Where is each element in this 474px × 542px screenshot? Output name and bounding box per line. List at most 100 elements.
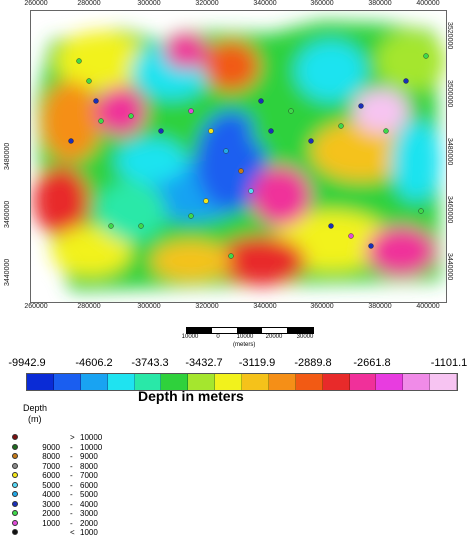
legend-dot-icon	[12, 510, 18, 516]
y-tick-left: 3460000	[4, 200, 11, 228]
scale-label: 20000	[265, 334, 283, 340]
legend-range-low: 7000	[42, 461, 60, 471]
legend-range-high: 1000	[80, 528, 98, 537]
legend-range-operator: -	[70, 452, 73, 461]
x-tick-bottom: 280000	[77, 303, 101, 310]
y-tick-right: 3440000	[446, 253, 453, 281]
colorbar-label: -4606.2	[75, 357, 113, 369]
colorbar-labels: -9942.9 -4606.2 -3743.3 -3432.7 -3119.9 …	[0, 357, 474, 371]
colorbar-cell	[188, 374, 216, 390]
legend-range-high: 5000	[80, 490, 98, 499]
x-tick-top: 380000	[368, 0, 392, 7]
legend-range-high: 10000	[80, 442, 103, 452]
scale-segment	[262, 328, 287, 333]
depth-colorbar	[26, 373, 458, 391]
legend-range-operator: -	[70, 490, 73, 499]
legend-range-high: 7000	[80, 471, 98, 480]
legend-range-low: 6000	[42, 471, 60, 480]
legend-range-high: 6000	[80, 480, 98, 490]
scale-bar	[186, 327, 314, 334]
colorbar-cell	[215, 374, 242, 390]
colorbar-cell	[242, 374, 269, 390]
scale-segment	[212, 328, 237, 333]
colorbar-label: -3743.3	[131, 357, 169, 369]
x-tick-bottom: 400000	[416, 303, 440, 310]
legend-range-high: 3000	[80, 509, 98, 518]
colorbar-cell	[134, 374, 162, 390]
colorbar-cell	[430, 374, 457, 390]
legend-range-low: 1000	[42, 518, 60, 528]
y-tick-right: 3500000	[446, 80, 453, 108]
legend-range-low: 3000	[42, 499, 60, 509]
legend-dot-icon	[12, 500, 18, 507]
x-tick-top: 260000	[24, 0, 48, 7]
legend-range-operator: -	[70, 509, 73, 518]
colorbar-cell	[80, 374, 108, 390]
legend-range-high: 2000	[80, 518, 98, 528]
legend-range-operator: -	[70, 518, 73, 528]
colorbar-label: -3119.9	[238, 357, 276, 369]
legend-dot-icon	[12, 519, 18, 526]
legend-dot-icon	[12, 472, 18, 478]
legend-range-low: 5000	[42, 480, 60, 490]
legend-dot-icon	[12, 462, 18, 469]
legend-range-operator: -	[70, 480, 73, 490]
legend-range-operator: -	[70, 461, 73, 471]
colorbar-cell	[376, 374, 404, 390]
x-tick-bottom: 300000	[137, 303, 161, 310]
scale-segment	[237, 328, 262, 333]
colorbar-cell	[107, 374, 135, 390]
colorbar-cell	[27, 374, 54, 390]
x-tick-top: 280000	[77, 0, 101, 7]
scale-label: 30000	[296, 334, 314, 340]
y-tick-right: 3460000	[446, 196, 453, 224]
colorbar-cell	[322, 374, 350, 390]
colorbar-cell	[268, 374, 296, 390]
x-tick-top: 360000	[310, 0, 334, 7]
y-tick-left: 3480000	[4, 142, 11, 170]
legend-range-high: 10000	[80, 433, 103, 442]
colorbar-label: -2661.8	[353, 357, 391, 369]
scale-label: 10000	[181, 334, 199, 340]
legend-dot-icon	[12, 453, 18, 459]
legend-unit: (m)	[28, 414, 42, 424]
x-tick-bottom: 340000	[253, 303, 277, 310]
scale-segment	[187, 328, 212, 333]
legend-range-low: 2000	[42, 509, 60, 518]
depth-map-surface	[33, 21, 446, 291]
colorbar-cell	[53, 374, 81, 390]
colorbar-cell	[161, 374, 189, 390]
y-tick-right: 3480000	[446, 138, 453, 166]
legend-dot-icon	[12, 434, 18, 440]
scale-label: 0	[216, 334, 220, 340]
colorbar-label: -9942.9	[8, 357, 46, 369]
colorbar-label: -3432.7	[185, 357, 223, 369]
colorbar-cell	[349, 374, 377, 390]
scale-unit: (meters)	[233, 342, 256, 348]
scale-label: 10000	[236, 334, 254, 340]
x-tick-bottom: 260000	[24, 303, 48, 310]
legend-dot-icon	[12, 491, 18, 497]
depth-map	[30, 10, 447, 303]
colorbar-cell	[295, 374, 323, 390]
legend-range-low: 8000	[42, 452, 60, 461]
legend-dot-icon	[12, 443, 18, 450]
legend-range-operator: -	[70, 471, 73, 480]
x-tick-top: 320000	[195, 0, 219, 7]
legend-range-operator: >	[70, 433, 75, 442]
x-tick-top: 340000	[253, 0, 277, 7]
x-tick-bottom: 320000	[195, 303, 219, 310]
legend-range-low: 4000	[42, 490, 60, 499]
y-tick-left: 3440000	[4, 258, 11, 286]
legend-range-high: 8000	[80, 461, 98, 471]
legend-range-low: 9000	[42, 442, 60, 452]
legend-range-operator: -	[70, 499, 73, 509]
legend-range-high: 9000	[80, 452, 98, 461]
legend-range-operator: -	[70, 442, 73, 452]
legend-range-operator: <	[70, 528, 75, 537]
x-tick-bottom: 360000	[310, 303, 334, 310]
legend-range-high: 4000	[80, 499, 98, 509]
colorbar-title: Depth in meters	[138, 388, 244, 404]
scale-segment	[287, 328, 313, 333]
colorbar-label: -2889.8	[294, 357, 332, 369]
